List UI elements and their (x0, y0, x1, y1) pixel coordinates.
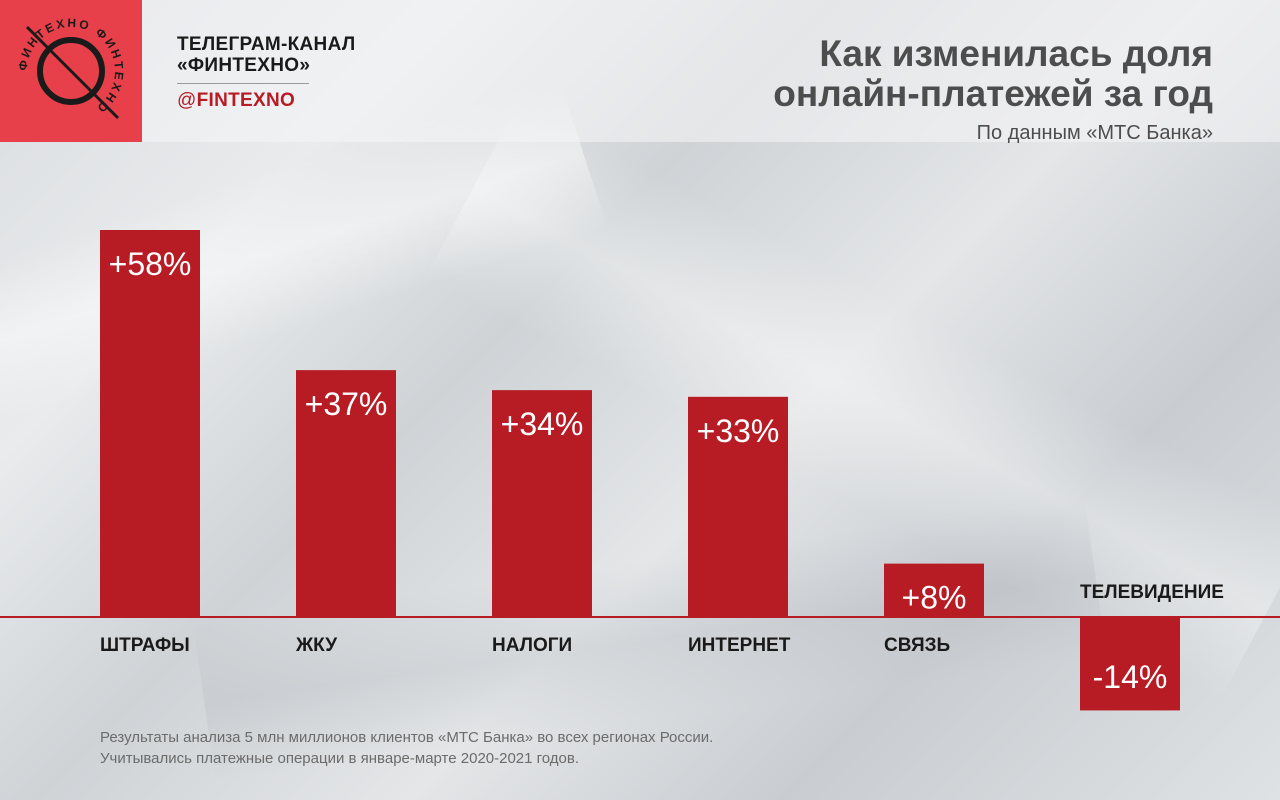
channel-title-line1: ТЕЛЕГРАМ-КАНАЛ (177, 34, 356, 55)
bar-value-label: +8% (902, 580, 967, 616)
category-label: ЖКУ (295, 635, 337, 656)
bar (100, 230, 200, 617)
handle-at: @ (177, 90, 197, 111)
logo: ФИНТЕХНО ФИНТЕХНО (0, 0, 142, 142)
chart-title-line2: онлайн-платежей за год (773, 73, 1213, 114)
footnote-line1: Результаты анализа 5 млн миллионов клиен… (100, 729, 714, 746)
bar-value-label: -14% (1093, 659, 1168, 695)
channel-title-line2: «ФИНТЕХНО» (177, 55, 311, 76)
bar-value-label: +58% (109, 246, 192, 282)
footnote-line2: Учитывались платежные операции в январе-… (100, 750, 580, 767)
chart-title: Как изменилась доля онлайн-платежей за г… (773, 34, 1213, 114)
bar-value-label: +34% (501, 406, 584, 442)
bar (688, 396, 788, 617)
category-label: ШТРАФЫ (100, 635, 190, 656)
bar-value-label: +37% (305, 386, 388, 422)
header-band (0, 0, 1280, 142)
category-label: СВЯЗЬ (884, 635, 950, 656)
category-label: ТЕЛЕВИДЕНИЕ (1080, 582, 1224, 603)
channel-divider (177, 83, 309, 84)
bar (1080, 617, 1180, 711)
channel-info: ТЕЛЕГРАМ-КАНАЛ «ФИНТЕХНО» @FINTEXNO (177, 34, 437, 112)
bar (492, 390, 592, 617)
handle-name: FINTEXNO (196, 90, 296, 111)
fintexno-logo-icon: ФИНТЕХНО ФИНТЕХНО (16, 16, 124, 120)
category-label: ИНТЕРНЕТ (688, 635, 791, 656)
chart-subtitle: По данным «МТС Банка» (976, 122, 1213, 144)
footnote: Результаты анализа 5 млн миллионов клиен… (100, 727, 713, 769)
channel-handle[interactable]: @FINTEXNO (177, 90, 437, 112)
chart-title-line1: Как изменилась доля (819, 33, 1213, 74)
bar (884, 563, 984, 617)
category-label: НАЛОГИ (492, 635, 572, 656)
bar-value-label: +33% (697, 413, 780, 449)
bar (296, 370, 396, 617)
